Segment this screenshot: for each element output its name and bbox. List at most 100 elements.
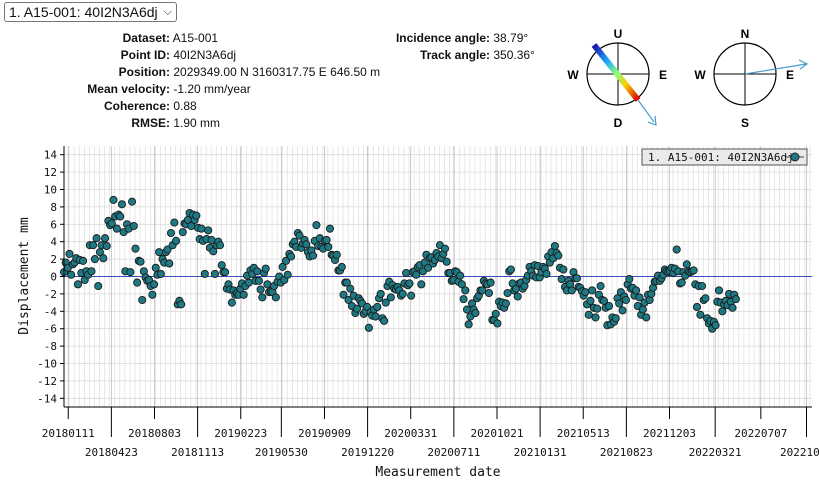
data-point[interactable] (677, 278, 686, 287)
data-point[interactable] (412, 270, 421, 279)
data-point[interactable] (440, 244, 450, 253)
data-point[interactable] (165, 259, 174, 268)
data-point[interactable] (210, 269, 220, 278)
data-point[interactable] (178, 228, 187, 237)
data-point[interactable] (371, 312, 380, 321)
data-point[interactable] (386, 293, 395, 302)
data-point[interactable] (65, 249, 74, 258)
data-point[interactable] (302, 240, 311, 249)
data-point[interactable] (126, 268, 135, 277)
dataset-point-select[interactable]: 1. A15-001: 40I2N3A6dj ⌵ (4, 2, 178, 22)
data-point[interactable] (586, 296, 595, 305)
data-point[interactable] (711, 321, 720, 330)
data-point[interactable] (373, 302, 382, 312)
data-point[interactable] (456, 271, 465, 280)
data-point[interactable] (87, 267, 96, 276)
data-point[interactable] (172, 236, 181, 245)
data-point[interactable] (94, 282, 103, 291)
data-point[interactable] (337, 262, 346, 271)
data-point[interactable] (462, 305, 472, 314)
data-point[interactable] (714, 286, 724, 295)
data-point[interactable] (484, 288, 494, 298)
data-point[interactable] (67, 270, 76, 279)
data-point[interactable] (271, 293, 280, 302)
data-point[interactable] (163, 245, 172, 254)
data-point[interactable] (381, 298, 390, 307)
data-point[interactable] (151, 263, 160, 272)
data-point[interactable] (148, 290, 157, 299)
data-point[interactable] (109, 195, 118, 204)
legend[interactable]: 1. A15-001: 40I2N3A6dj (641, 148, 808, 166)
data-point[interactable] (131, 244, 140, 253)
data-point[interactable] (591, 313, 600, 322)
data-point[interactable] (170, 218, 179, 227)
data-point[interactable] (618, 306, 627, 315)
data-point[interactable] (689, 266, 698, 275)
data-point[interactable] (513, 292, 522, 301)
data-point[interactable] (107, 219, 116, 228)
data-point[interactable] (682, 260, 691, 269)
data-point[interactable] (728, 303, 737, 312)
data-point[interactable] (581, 288, 590, 297)
data-point[interactable] (611, 314, 620, 323)
data-point[interactable] (642, 313, 651, 322)
data-point[interactable] (417, 280, 426, 289)
data-point[interactable] (604, 302, 614, 311)
data-point[interactable] (557, 275, 566, 284)
data-point[interactable] (506, 265, 515, 274)
data-point[interactable] (281, 256, 291, 265)
data-point[interactable] (227, 298, 236, 307)
data-point[interactable] (376, 289, 385, 298)
data-point[interactable] (138, 295, 147, 305)
data-point[interactable] (559, 265, 568, 274)
data-point[interactable] (625, 275, 634, 284)
data-point[interactable] (215, 241, 225, 250)
data-point[interactable] (197, 224, 206, 233)
data-point[interactable] (309, 251, 318, 260)
data-point[interactable] (542, 269, 551, 278)
data-point[interactable] (204, 226, 213, 235)
data-point[interactable] (596, 282, 605, 291)
data-point[interactable] (150, 280, 159, 289)
data-point[interactable] (731, 295, 740, 304)
data-point[interactable] (344, 295, 353, 305)
data-point[interactable] (501, 299, 510, 308)
data-point[interactable] (90, 255, 99, 264)
data-point[interactable] (352, 304, 362, 313)
data-point[interactable] (339, 290, 348, 299)
data-point[interactable] (632, 286, 641, 295)
data-point[interactable] (244, 278, 253, 287)
data-point[interactable] (718, 307, 727, 316)
data-point[interactable] (156, 269, 165, 278)
data-point[interactable] (155, 248, 164, 257)
data-point[interactable] (572, 274, 581, 283)
data-point[interactable] (459, 295, 468, 304)
data-point[interactable] (696, 310, 705, 319)
data-point[interactable] (457, 280, 466, 289)
data-point[interactable] (258, 293, 267, 302)
data-point[interactable] (407, 291, 416, 300)
data-point[interactable] (256, 285, 265, 294)
data-point[interactable] (464, 320, 473, 329)
data-point[interactable] (615, 299, 624, 308)
data-point[interactable] (253, 267, 262, 276)
data-point[interactable] (550, 241, 559, 251)
data-point[interactable] (177, 300, 186, 309)
data-point[interactable] (486, 278, 495, 287)
data-point[interactable] (263, 280, 272, 289)
data-point[interactable] (117, 200, 126, 209)
data-point[interactable] (621, 295, 631, 305)
data-point[interactable] (100, 234, 110, 243)
data-point[interactable] (102, 241, 111, 251)
data-point[interactable] (166, 228, 176, 238)
data-point[interactable] (638, 305, 647, 314)
data-point[interactable] (698, 282, 707, 291)
data-point[interactable] (478, 286, 487, 295)
data-point[interactable] (491, 309, 500, 318)
data-point[interactable] (493, 319, 502, 328)
data-point[interactable] (287, 252, 296, 261)
data-point[interactable] (471, 308, 480, 318)
data-point[interactable] (261, 264, 270, 273)
data-point[interactable] (209, 247, 218, 256)
data-point[interactable] (342, 278, 351, 287)
